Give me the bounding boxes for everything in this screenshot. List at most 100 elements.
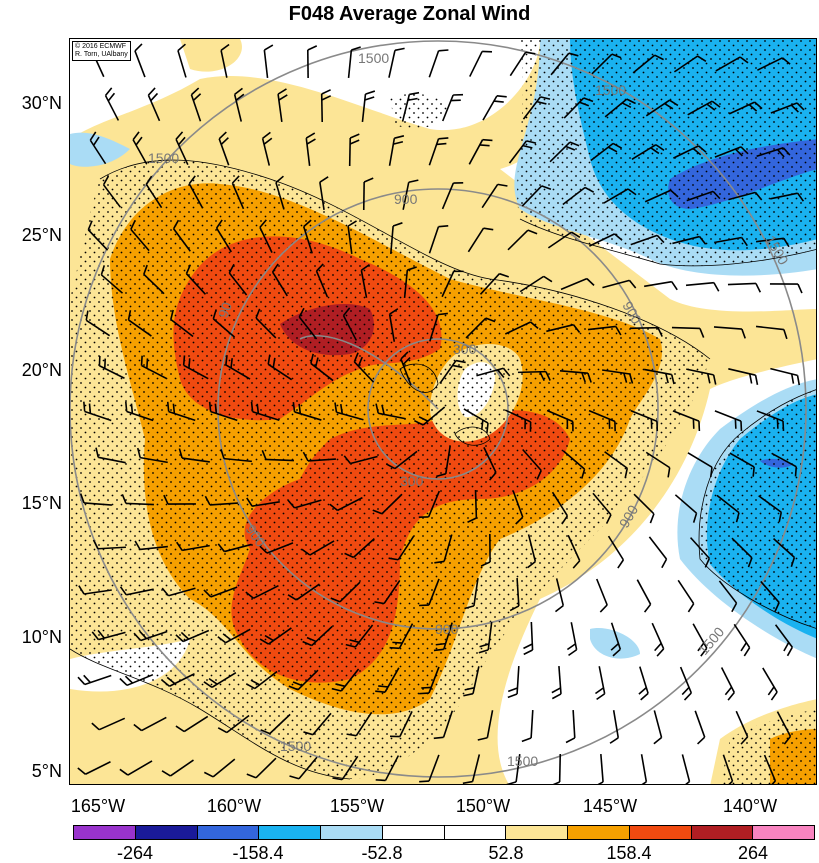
- wind-barb: [728, 191, 763, 201]
- wind-barb: [245, 584, 279, 600]
- wind-barb: [433, 622, 453, 652]
- range-ring-labels: 1500 1500 1500 1500 1500 1500 1500 900 9…: [148, 50, 792, 769]
- wind-barb: [433, 710, 454, 740]
- wind-barb: [523, 621, 534, 656]
- wind-barb: [760, 580, 780, 612]
- wind-barb: [419, 666, 440, 695]
- wind-barb: [145, 175, 163, 209]
- wind-barb: [362, 177, 374, 211]
- wind-barb: [546, 323, 581, 334]
- wind-barb: [85, 310, 111, 337]
- wind-barb: [694, 710, 706, 745]
- wind-barb: [604, 451, 629, 479]
- wind-barb: [176, 541, 210, 552]
- wind-barb: [476, 367, 511, 378]
- wind-barb: [436, 446, 451, 478]
- wind-barb: [218, 131, 230, 166]
- wind-barb: [633, 493, 655, 524]
- wind-barb: [631, 144, 665, 160]
- wind-barb: [361, 90, 376, 123]
- wind-barb: [504, 409, 532, 432]
- significance-stipple-main: [70, 160, 710, 779]
- ring-label: 900: [435, 621, 459, 637]
- wind-barb: [331, 668, 360, 692]
- wind-barb: [329, 496, 363, 512]
- longitude-label: 150°W: [455, 796, 511, 816]
- wind-barb: [87, 220, 109, 251]
- wind-band-light-yellow-ne: [180, 39, 242, 72]
- wind-barb: [594, 753, 604, 784]
- wind-barb: [175, 629, 210, 643]
- wind-barb: [477, 710, 494, 741]
- significance-stipple-small: [390, 93, 450, 129]
- wind-barb: [260, 713, 291, 735]
- map-plot: 1500 1500 1500 1500 1500 1500 1500 900 9…: [69, 38, 817, 785]
- wind-barb: [776, 711, 792, 745]
- wind-barb: [601, 369, 634, 384]
- wind-barb: [469, 50, 493, 77]
- wind-barb: [562, 186, 595, 206]
- wind-barb: [560, 277, 595, 291]
- wind-barb: [550, 753, 562, 784]
- wind-barb: [559, 370, 592, 383]
- wind-barb: [563, 97, 594, 119]
- wind-barb: [302, 451, 336, 462]
- significance-stipple-se: [720, 709, 816, 784]
- ring-label: 900: [394, 191, 418, 207]
- wind-barb: [429, 312, 448, 342]
- wind-barb: [483, 447, 497, 481]
- longitude-label: 155°W: [329, 796, 385, 816]
- wind-barb: [400, 351, 412, 386]
- wind-barb: [607, 535, 625, 569]
- wind-barb: [419, 754, 440, 783]
- wind-barb: [133, 716, 167, 732]
- wind-barb: [644, 189, 679, 203]
- wind-barb: [124, 401, 154, 422]
- wind-barb: [203, 586, 238, 598]
- wind-barb: [480, 533, 491, 567]
- wind-barb: [175, 715, 209, 733]
- wind-barb: [566, 622, 578, 657]
- wind-barb: [756, 410, 785, 431]
- wind-barb: [389, 222, 403, 255]
- wind-barb: [177, 43, 187, 78]
- wind-barb: [388, 135, 405, 166]
- wind-barb: [228, 263, 248, 296]
- wind-barb: [334, 402, 364, 421]
- wind-barb: [546, 409, 574, 432]
- wind-barb: [733, 623, 751, 657]
- colorbar-label: -52.8: [361, 843, 403, 863]
- wind-barb: [301, 540, 335, 556]
- wind-barb: [770, 102, 805, 114]
- wind-barb: [594, 666, 606, 701]
- wind-barb: [550, 52, 579, 76]
- wind-barb: [504, 321, 539, 335]
- wind-barb: [419, 578, 440, 607]
- wind-barb: [233, 87, 245, 122]
- wind-barb: [673, 55, 707, 73]
- wind-barb: [562, 450, 586, 479]
- colorbar-label: -264: [116, 843, 154, 863]
- wind-barb: [428, 137, 449, 166]
- map-title: F048 Average Zonal Wind: [288, 3, 531, 25]
- wind-barb: [512, 490, 524, 525]
- wind-barb: [774, 624, 794, 657]
- wind-barb: [389, 623, 414, 650]
- wind-barb: [467, 227, 494, 253]
- significance-stipple-north: [517, 39, 816, 266]
- wind-barb: [77, 761, 111, 775]
- wind-barb: [428, 225, 449, 254]
- wind-barb: [595, 578, 608, 613]
- wind-barb: [722, 754, 734, 784]
- wind-barb: [714, 410, 743, 431]
- colorbar-label: 52.8: [488, 843, 524, 863]
- range-ring-900: [217, 188, 659, 630]
- wind-barb: [388, 308, 399, 342]
- wind-barb: [522, 96, 551, 120]
- wind-barb: [632, 54, 664, 74]
- wind-barb: [89, 131, 107, 165]
- colorbar-bin: [444, 826, 507, 839]
- wind-barb: [79, 493, 112, 506]
- wind-barb: [83, 401, 112, 422]
- wind-barb: [175, 131, 189, 166]
